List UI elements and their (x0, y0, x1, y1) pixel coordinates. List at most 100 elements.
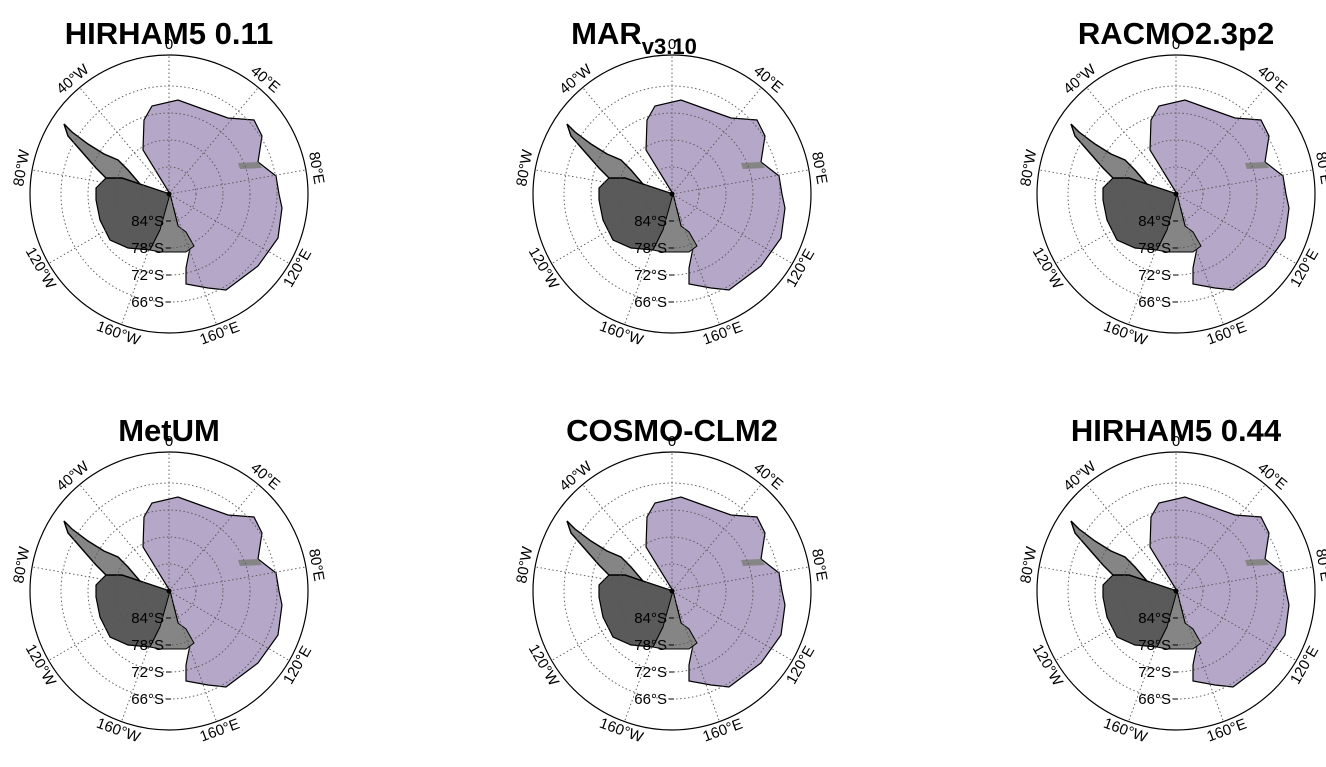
polar-map: 84°S78°S72°S66°S040°E80°E120°E160°E160°W… (1017, 16, 1326, 350)
amery-region (741, 162, 765, 169)
meridian-line (32, 169, 170, 195)
antarctica-landmass (63, 496, 283, 688)
map-panel: 84°S 78°S 72°S 66°S 0 40°E 80°E 120°E 160°E 160°W… (0, 0, 340, 370)
meridian-label: 0 (668, 433, 676, 450)
meridian-label: 120°W (1029, 244, 1067, 292)
latitude-label: 78°S (1138, 637, 1171, 654)
meridian-line (168, 566, 306, 592)
meridian-label: 120°W (525, 641, 563, 689)
meridian-label: 80°W (10, 148, 33, 188)
meridian-label: 120°E (1287, 246, 1322, 290)
meridian-label: 40°E (1254, 459, 1290, 493)
meridian-line (1175, 590, 1297, 661)
meridian-line (32, 566, 170, 592)
meridian-line (168, 169, 306, 195)
meridian-label: 120°E (783, 246, 818, 290)
meridian-label: 0 (165, 36, 173, 53)
meridian-line (1055, 193, 1177, 264)
latitude-label: 78°S (634, 637, 667, 654)
east-antarctica-region (142, 496, 283, 688)
polar-map: 84°S78°S72°S66°S040°E80°E120°E160°E160°W… (10, 413, 327, 747)
meridian-label: 160°W (597, 318, 646, 350)
south-pole-marker (1173, 588, 1179, 594)
latitude-label: 84°S (1138, 213, 1171, 230)
meridian-label: 80°W (1017, 545, 1040, 585)
amery-region (741, 559, 765, 566)
east-antarctica-region (142, 99, 283, 291)
antarctica-landmass (566, 99, 786, 291)
meridian-label: 120°E (1287, 643, 1322, 687)
meridian-label: 40°E (1254, 62, 1290, 96)
meridian-label: 40°W (1060, 458, 1100, 495)
meridian-label: 40°E (750, 62, 786, 96)
peninsula-region (566, 520, 646, 583)
panel-title: RACMO2.3p2 (1078, 16, 1274, 51)
latitude-label: 84°S (131, 610, 164, 627)
polar-map: 84°S78°S72°S66°S040°E80°E120°E160°E160°W… (10, 16, 327, 350)
antarctica-landmass (1070, 99, 1290, 291)
meridian-label: 80°W (513, 545, 536, 585)
meridian-line (48, 193, 170, 264)
meridian-label: 120°E (280, 246, 315, 290)
latitude-label: 84°S (634, 213, 667, 230)
meridian-line (1175, 169, 1313, 195)
panel-title: MetUM (118, 413, 220, 448)
polar-map: 84°S78°S72°S66°S040°E80°E120°E160°E160°W… (513, 413, 830, 747)
meridian-line (1175, 566, 1313, 592)
meridian-line (1175, 87, 1266, 195)
amery-region (238, 162, 262, 169)
latitude-label: 66°S (1138, 691, 1171, 708)
map-frame (532, 451, 812, 731)
latitude-label: 84°S (634, 610, 667, 627)
meridian-line (1128, 193, 1177, 325)
peninsula-region (1070, 123, 1150, 186)
meridian-label: 0 (1172, 36, 1180, 53)
panel-title: MARv3.10 (571, 16, 697, 59)
meridian-label: 80°W (513, 148, 536, 188)
panel-title: COSMO-CLM2 (566, 413, 778, 448)
meridian-label: 160°W (597, 715, 646, 747)
amery-region (1245, 162, 1269, 169)
map-frame (532, 54, 812, 334)
ross-region (1156, 192, 1202, 253)
meridian-label: 120°E (783, 643, 818, 687)
meridian-label: 80°E (808, 547, 830, 582)
latitude-label: 72°S (131, 267, 164, 284)
amery-region (1245, 559, 1269, 566)
east-antarctica-region (645, 99, 786, 291)
south-pole-marker (166, 191, 172, 197)
meridian-line (121, 590, 170, 722)
meridian-label: 0 (668, 36, 676, 53)
latitude-label: 78°S (1138, 240, 1171, 257)
map-panel: 84°S 78°S 72°S 66°S 0 40°E 80°E 120°E 160°E 160°W… (0, 397, 340, 767)
map-panel: 84°S 78°S 72°S 66°S 0 40°E 80°E 120°E 160°E 160°W… (503, 397, 843, 767)
meridian-label: 160°W (94, 318, 143, 350)
meridian-label: 40°W (1060, 61, 1100, 98)
map-frame (29, 451, 309, 731)
meridian-line (168, 193, 217, 325)
meridian-label: 40°W (53, 458, 93, 495)
peninsula-region (63, 520, 143, 583)
latitude-circle (1148, 166, 1204, 222)
map-panel: 84°S 78°S 72°S 66°S 0 40°E 80°E 120°E 160°E 160°W… (1007, 0, 1326, 370)
meridian-line (624, 193, 673, 325)
antarctica-landmass (1070, 496, 1290, 688)
meridian-label: 0 (165, 433, 173, 450)
latitude-label: 72°S (1138, 267, 1171, 284)
meridian-line (671, 484, 762, 592)
meridian-label: 160°W (94, 715, 143, 747)
meridian-line (624, 590, 673, 722)
amery-region (238, 559, 262, 566)
ross-region (1156, 589, 1202, 650)
map-frame (1036, 54, 1316, 334)
latitude-label: 72°S (131, 664, 164, 681)
meridian-line (168, 590, 217, 722)
meridian-label: 40°W (556, 458, 596, 495)
meridian-label: 160°W (1101, 318, 1150, 350)
map-panel: 84°S 78°S 72°S 66°S 0 40°E 80°E 120°E 160°E 160°W… (503, 0, 843, 370)
latitude-label: 84°S (131, 213, 164, 230)
latitude-circle (1148, 563, 1204, 619)
meridian-line (168, 87, 259, 195)
ross-region (149, 192, 195, 253)
antarctica-landmass (63, 99, 283, 291)
